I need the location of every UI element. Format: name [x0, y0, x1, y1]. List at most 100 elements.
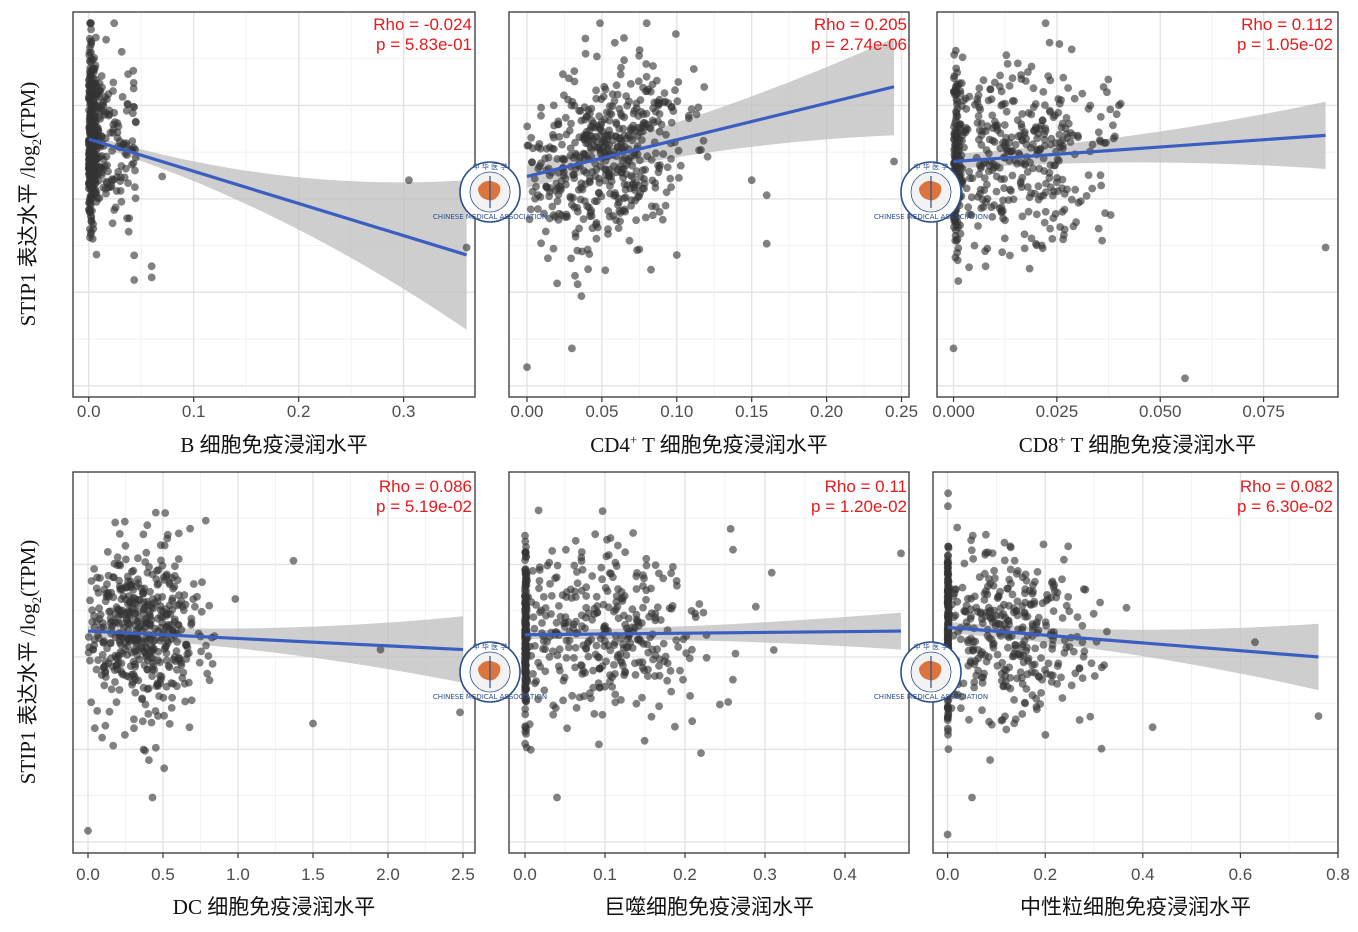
- data-point: [139, 530, 148, 539]
- data-point: [84, 633, 93, 641]
- data-point: [559, 619, 568, 628]
- data-point: [1042, 669, 1051, 678]
- data-point: [642, 561, 651, 570]
- data-point: [1058, 614, 1067, 622]
- data-point: [588, 168, 597, 176]
- data-point: [1018, 680, 1027, 688]
- data-point: [992, 123, 1001, 132]
- data-point: [638, 663, 647, 672]
- data-point: [571, 663, 579, 672]
- data-point: [995, 204, 1004, 213]
- data-point: [113, 665, 122, 674]
- data-point: [95, 604, 103, 613]
- data-point: [530, 624, 539, 633]
- data-point: [582, 592, 591, 600]
- data-point: [984, 96, 993, 105]
- data-point: [568, 97, 577, 106]
- data-point: [115, 686, 124, 694]
- data-point: [137, 643, 145, 651]
- data-point: [1024, 109, 1033, 117]
- data-point: [651, 613, 660, 622]
- data-point: [101, 669, 109, 677]
- data-point: [967, 612, 975, 621]
- data-point: [655, 208, 664, 216]
- data-point: [1054, 659, 1063, 668]
- x-axis-label: CD4+ T 细胞免疫浸润水平: [590, 432, 828, 457]
- data-point: [537, 239, 545, 248]
- data-point: [143, 665, 152, 674]
- data-point: [88, 147, 97, 155]
- data-point: [112, 187, 121, 195]
- data-point: [661, 201, 670, 210]
- data-point: [663, 163, 672, 172]
- data-point: [612, 132, 620, 141]
- data-point: [90, 641, 99, 650]
- data-point: [193, 592, 201, 601]
- data-point: [131, 166, 139, 175]
- data-point: [1094, 224, 1103, 233]
- data-point: [897, 549, 905, 558]
- data-point: [564, 643, 573, 652]
- data-point: [596, 19, 604, 28]
- data-point: [1004, 643, 1012, 652]
- data-point: [944, 502, 952, 511]
- data-point: [129, 103, 138, 111]
- data-point: [167, 679, 176, 687]
- data-point: [160, 711, 169, 720]
- data-point: [153, 680, 162, 689]
- data-point: [86, 169, 94, 178]
- data-point: [604, 225, 612, 234]
- data-point: [549, 101, 558, 110]
- data-point: [974, 112, 983, 120]
- data-point: [1018, 602, 1027, 611]
- data-point: [640, 175, 648, 183]
- x-axis-label: B 细胞免疫浸润水平: [180, 433, 367, 457]
- data-point: [142, 548, 151, 557]
- data-point: [1005, 82, 1014, 90]
- data-point: [1078, 621, 1087, 630]
- data-point: [625, 236, 634, 245]
- data-point: [699, 136, 708, 145]
- data-point: [142, 650, 151, 659]
- data-point: [128, 680, 137, 689]
- data-point: [1006, 565, 1015, 574]
- data-point: [1049, 191, 1057, 200]
- data-point: [1071, 185, 1080, 194]
- data-point: [560, 155, 569, 164]
- data-point: [105, 707, 114, 716]
- stamp-bottom-text: CHINESE MEDICAL ASSOCIATION: [433, 693, 547, 701]
- data-point: [951, 236, 960, 245]
- data-point: [521, 642, 530, 651]
- data-point: [639, 118, 648, 127]
- data-point: [563, 724, 571, 733]
- data-point: [631, 671, 640, 679]
- data-point: [530, 174, 539, 183]
- data-point: [1051, 210, 1060, 218]
- data-point: [145, 563, 153, 571]
- data-point: [122, 141, 131, 150]
- data-point: [579, 215, 588, 224]
- data-point: [1075, 716, 1084, 724]
- data-point: [608, 673, 617, 681]
- data-point: [554, 216, 563, 224]
- data-point: [944, 587, 952, 595]
- data-point: [633, 569, 641, 577]
- data-point: [944, 618, 953, 626]
- data-point: [649, 62, 657, 70]
- data-point: [674, 146, 683, 155]
- data-point: [573, 203, 582, 212]
- data-point: [536, 144, 545, 153]
- data-point: [154, 579, 163, 588]
- data-point: [975, 170, 983, 179]
- data-point: [999, 214, 1007, 223]
- data-point: [134, 554, 142, 563]
- data-point: [593, 602, 602, 610]
- data-point: [86, 195, 95, 203]
- data-point: [567, 254, 575, 263]
- rho-label: Rho = 0.086: [379, 477, 472, 496]
- data-point: [92, 250, 101, 259]
- data-point: [545, 653, 554, 661]
- data-point: [1053, 680, 1061, 688]
- data-point: [1069, 647, 1078, 656]
- data-point: [620, 113, 629, 122]
